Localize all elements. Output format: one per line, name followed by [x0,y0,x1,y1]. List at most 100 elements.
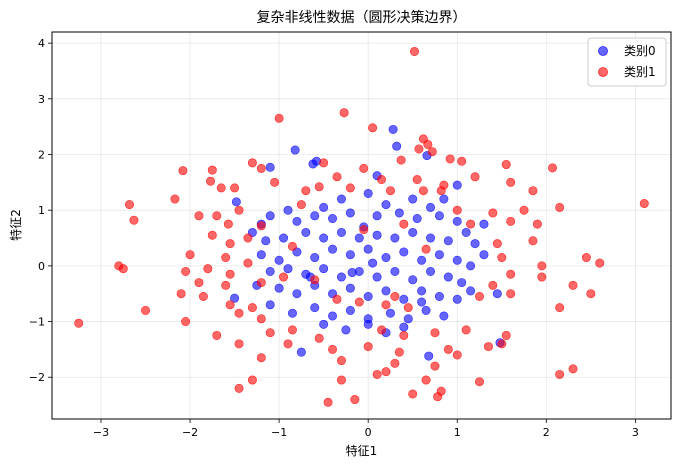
data-point-class1 [234,308,244,318]
x-tick-label: 1 [454,426,461,439]
data-point-class0 [363,319,373,329]
data-point-class1 [256,353,266,363]
data-point-class0 [479,219,489,229]
data-point-class1 [639,199,649,209]
legend-marker-class1 [598,67,608,77]
data-point-class0 [319,202,329,212]
y-tick-label: −2 [29,371,45,384]
data-point-class1 [265,328,275,338]
data-point-class0 [470,239,480,249]
data-point-class1 [296,200,306,210]
data-point-class1 [581,253,591,263]
data-point-class1 [466,219,476,229]
data-point-class1 [185,250,195,260]
y-tick-label: −1 [29,316,45,329]
data-point-class1 [537,261,547,271]
data-point-class0 [347,268,357,278]
data-point-class0 [390,266,400,276]
data-point-class0 [292,216,302,226]
data-point-class0 [443,236,453,246]
data-point-class0 [434,211,444,221]
data-point-class1 [181,266,191,276]
data-point-class1 [207,230,217,240]
data-point-class1 [537,272,547,282]
data-point-class1 [194,211,204,221]
data-point-class0 [434,250,444,260]
data-point-class1 [319,158,329,168]
legend-label-class1: 类别1 [624,65,656,79]
data-point-class1 [336,356,346,366]
data-point-class0 [408,227,418,237]
data-point-class1 [399,219,409,229]
data-point-class0 [287,308,297,318]
data-point-class1 [399,330,409,340]
data-point-class0 [354,233,364,243]
data-point-class1 [194,278,204,288]
data-point-class0 [403,314,413,324]
data-point-class1 [243,258,253,268]
data-point-class0 [319,319,329,329]
data-point-class0 [479,250,489,260]
data-point-class0 [283,264,293,274]
data-point-class1 [586,289,596,299]
data-point-class1 [414,144,424,154]
x-tick-label: −2 [182,426,198,439]
data-point-class0 [290,145,300,155]
data-point-class0 [434,291,444,301]
data-point-class0 [363,291,373,301]
data-point-class1 [483,342,493,352]
x-tick-label: 3 [632,426,639,439]
data-point-class1 [421,375,431,385]
data-point-class1 [492,239,502,249]
data-point-class1 [141,305,151,315]
data-point-class1 [532,219,542,229]
x-axis-title: 特征1 [346,443,378,458]
data-point-class0 [265,211,275,221]
data-point-class1 [279,272,289,282]
data-point-class1 [421,244,431,254]
data-point-class1 [436,186,446,196]
data-point-class1 [470,172,480,182]
data-point-class0 [363,244,373,254]
data-point-class1 [247,158,257,168]
data-point-class1 [377,175,387,185]
data-point-class0 [417,286,427,296]
data-point-class0 [399,247,409,257]
data-point-class0 [412,214,422,224]
data-point-class0 [492,289,502,299]
data-point-class0 [417,297,427,307]
data-point-class0 [328,214,338,224]
data-point-class1 [506,216,516,226]
data-point-class0 [439,311,449,321]
data-point-class1 [256,278,266,288]
data-points [74,46,649,407]
data-point-class0 [231,197,241,207]
y-tick-label: 0 [38,260,45,273]
data-point-class1 [423,139,433,149]
data-point-class0 [363,188,373,198]
data-point-class1 [372,369,382,379]
data-point-class1 [452,350,462,360]
data-point-class1 [256,314,266,324]
data-point-class1 [390,358,400,368]
data-point-class0 [368,258,378,268]
data-point-class1 [336,375,346,385]
data-point-class0 [385,308,395,318]
data-point-class1 [445,154,455,164]
data-point-class1 [287,325,297,335]
data-point-class0 [336,194,346,204]
data-point-class0 [372,230,382,240]
data-point-class1 [283,339,293,349]
data-point-class1 [359,163,369,173]
data-point-class1 [595,258,605,268]
data-point-class1 [350,395,360,405]
data-point-class0 [301,227,311,237]
data-point-class1 [385,186,395,196]
data-point-class1 [497,253,507,263]
data-point-class1 [506,177,516,187]
data-point-class1 [457,156,467,166]
data-point-class1 [452,205,462,215]
x-tick-label: 0 [365,426,372,439]
data-point-class0 [452,216,462,226]
data-point-class1 [396,155,406,165]
